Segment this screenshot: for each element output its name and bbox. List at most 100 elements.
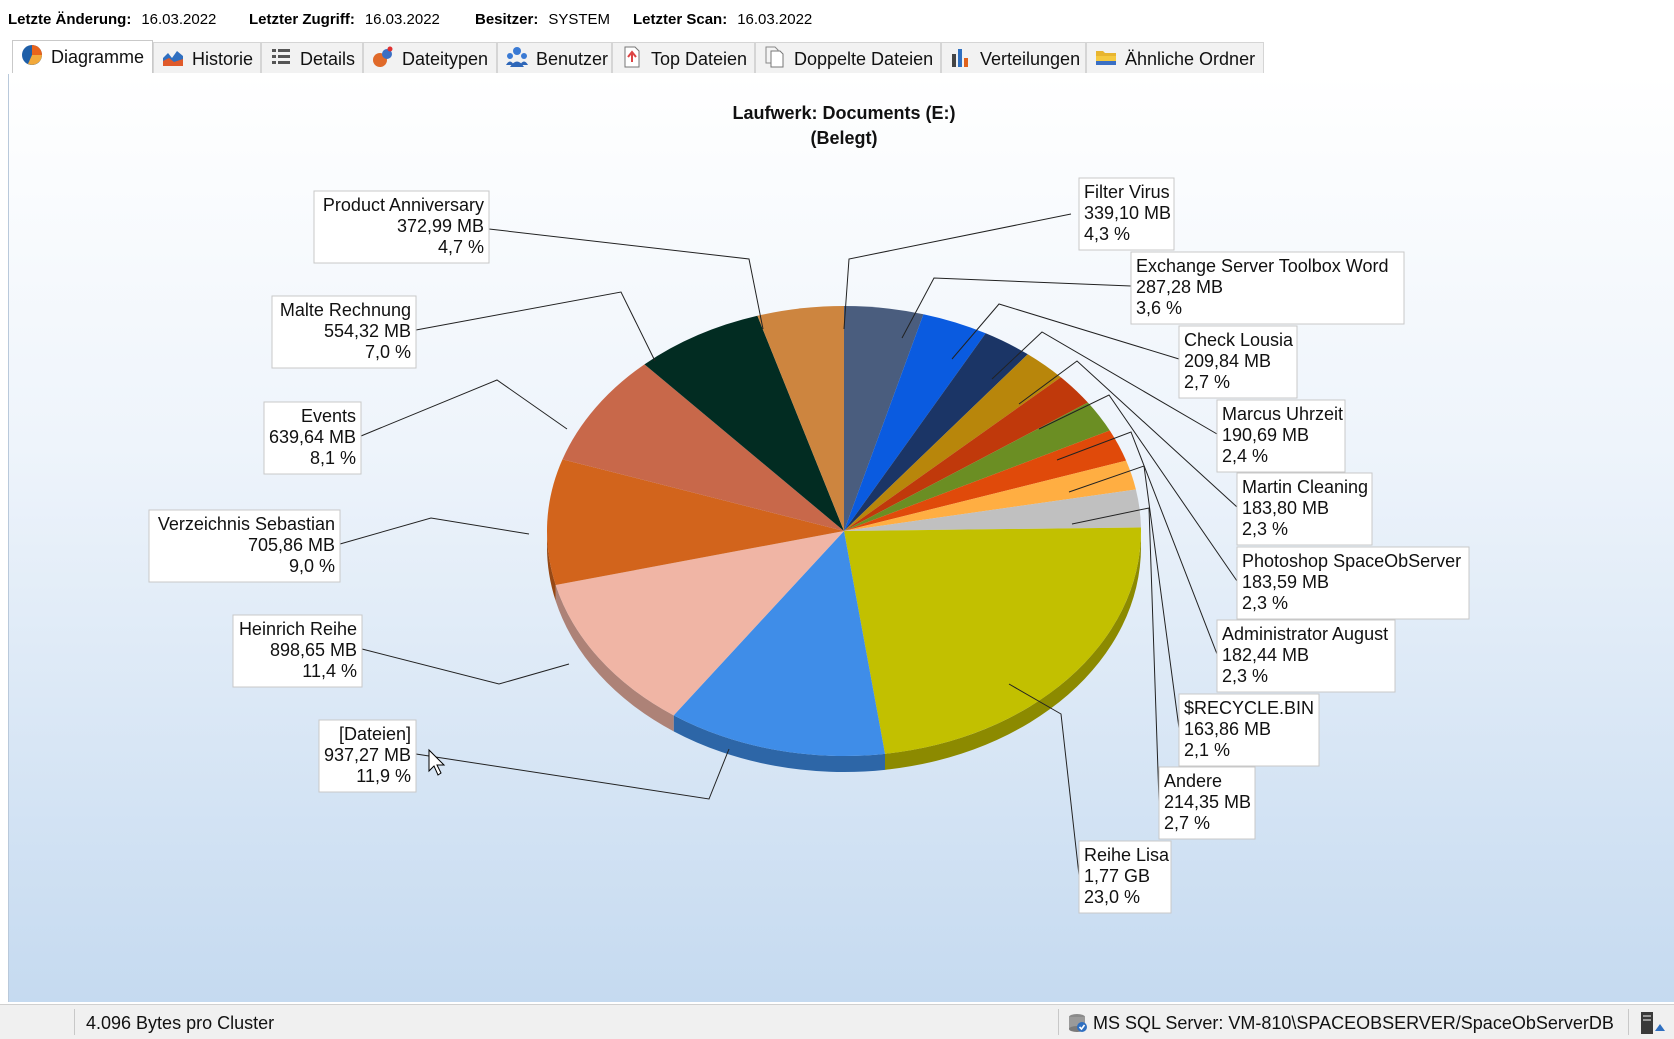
leader-line <box>488 228 764 330</box>
data-label-name: Heinrich Reihe <box>239 619 357 639</box>
info-value: 16.03.2022 <box>364 11 440 28</box>
data-label-percent: 2,7 % <box>1184 372 1230 392</box>
pie-slice <box>844 306 924 531</box>
users-icon <box>506 47 528 68</box>
status-cluster: 4.096 Bytes pro Cluster <box>86 1013 275 1033</box>
pie-slice <box>673 531 886 756</box>
info-bar: Letzte Änderung: 16.03.2022 Letzter Zugri… <box>0 0 1674 38</box>
tab-doppelte-dateien[interactable]: Doppelte Dateien <box>755 42 941 73</box>
file-types-icon <box>373 46 393 68</box>
data-label-percent: 11,4 % <box>302 661 357 681</box>
status-bar: 4.096 Bytes pro Cluster MS SQL Server: V… <box>0 1004 1674 1039</box>
pie-slice-side <box>547 531 556 602</box>
pie-slice <box>644 315 844 531</box>
data-label-box <box>1078 177 1175 251</box>
mouse-cursor-icon <box>428 748 446 776</box>
data-label-size: 339,10 MB <box>1084 203 1171 223</box>
data-label-size: 183,80 MB <box>1242 498 1329 518</box>
data-label-size: 937,27 MB <box>324 745 411 765</box>
tab-details[interactable]: Details <box>261 42 363 73</box>
tab-diagramme[interactable]: Diagramme <box>12 40 153 73</box>
data-label-box <box>1236 546 1470 620</box>
tab-dateitypen[interactable]: Dateitypen <box>363 42 497 73</box>
tab-benutzer[interactable]: Benutzer <box>497 42 612 73</box>
tab-label: Top Dateien <box>651 48 748 69</box>
pie-slice <box>562 364 844 531</box>
chart-pane: Laufwerk: Documents (E:) (Belegt) Filter V… <box>8 74 1674 1002</box>
data-label-name: Administrator August <box>1222 624 1388 644</box>
data-label-box <box>232 614 363 688</box>
data-label-box <box>318 719 417 793</box>
info-owner: Besitzer: SYSTEM <box>475 11 610 28</box>
data-label-box <box>313 190 490 264</box>
data-label-box <box>1078 840 1172 914</box>
leader-line <box>1008 683 1080 876</box>
tab-top-dateien[interactable]: Top Dateien <box>612 42 755 73</box>
data-label-box <box>1178 325 1298 399</box>
data-label-percent: 2,1 % <box>1184 740 1230 760</box>
tab-bar: Diagramme Historie Details Dateitypen Be… <box>0 40 1674 75</box>
area-chart-icon <box>163 51 183 67</box>
data-label-percent: 9,0 % <box>289 556 335 576</box>
data-label-name: Photoshop SpaceObServer <box>1242 551 1461 571</box>
leader-line <box>901 277 1132 339</box>
leader-line <box>415 291 656 362</box>
data-label-box <box>1216 619 1396 693</box>
info-last-access: Letzter Zugriff: 16.03.2022 <box>249 11 440 28</box>
data-label-percent: 2,3 % <box>1242 519 1288 539</box>
data-label-box <box>271 295 417 369</box>
data-label-percent: 2,4 % <box>1222 446 1268 466</box>
data-label-box <box>148 509 341 583</box>
pie-slice <box>844 402 1110 531</box>
leader-line <box>339 517 530 545</box>
data-label-box <box>1178 693 1320 767</box>
data-label-size: 705,86 MB <box>248 535 335 555</box>
data-label-percent: 11,9 % <box>356 766 411 786</box>
tab-label: Diagramme <box>51 46 145 67</box>
leader-line <box>360 379 568 437</box>
data-label-box <box>1158 766 1256 840</box>
leader-line <box>1068 465 1180 729</box>
tab-verteilungen[interactable]: Verteilungen <box>941 42 1086 73</box>
data-label-size: 182,44 MB <box>1222 645 1309 665</box>
pie-slice <box>555 531 844 716</box>
data-label-box <box>1216 399 1346 473</box>
tab-historie[interactable]: Historie <box>153 42 261 73</box>
data-label-percent: 4,7 % <box>438 237 484 257</box>
tab-aehnliche-ordner[interactable]: Ähnliche Ordner <box>1086 42 1264 73</box>
tab-label: Details <box>300 48 356 69</box>
leader-line <box>991 331 1218 435</box>
data-label-percent: 2,3 % <box>1242 593 1288 613</box>
pie-slice <box>844 333 1028 531</box>
data-label-size: 287,28 MB <box>1136 277 1223 297</box>
data-label-percent: 2,3 % <box>1222 666 1268 686</box>
data-label-box <box>1236 472 1373 546</box>
status-server: MS SQL Server: VM-810\SPACEOBSERVER/Spac… <box>1093 1013 1614 1033</box>
server-status-icon <box>1641 1012 1665 1034</box>
pie-slice <box>844 354 1061 531</box>
data-label-size: 898,65 MB <box>270 640 357 660</box>
info-value: 16.03.2022 <box>141 11 217 28</box>
info-value: 16.03.2022 <box>737 11 813 28</box>
data-label-size: 1,77 GB <box>1084 866 1150 886</box>
data-label-name: Filter Virus <box>1084 182 1170 202</box>
list-details-icon <box>272 49 290 65</box>
info-last-scan: Letzter Scan: 16.03.2022 <box>633 11 812 28</box>
bar-chart-icon <box>952 49 968 68</box>
leader-line <box>361 648 570 685</box>
duplicate-files-icon <box>765 46 784 68</box>
pie-slice <box>757 306 844 531</box>
chart-title: Laufwerk: Documents (E:) <box>732 103 955 123</box>
data-label-name: Events <box>301 406 356 426</box>
info-key: Letzte Änderung: <box>8 11 132 28</box>
data-label-name: Verzeichnis Sebastian <box>158 514 335 534</box>
pie-slice <box>844 489 1141 531</box>
data-label-size: 209,84 MB <box>1184 351 1271 371</box>
status-separator <box>74 1009 75 1035</box>
data-label-name: Martin Cleaning <box>1242 477 1368 497</box>
tab-label: Doppelte Dateien <box>794 48 934 69</box>
pie-slice-side <box>555 585 674 732</box>
pie-slice <box>844 430 1127 531</box>
folder-icon <box>1096 51 1116 66</box>
data-label-percent: 23,0 % <box>1084 887 1140 907</box>
